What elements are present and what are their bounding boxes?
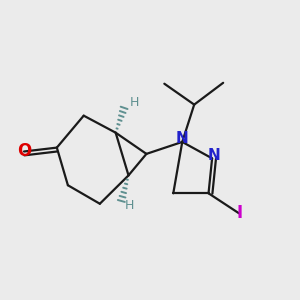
Text: I: I	[237, 204, 243, 222]
Text: H: H	[124, 199, 134, 212]
Text: N: N	[176, 131, 189, 146]
Text: O: O	[17, 142, 31, 160]
Text: N: N	[207, 148, 220, 164]
Text: H: H	[130, 96, 139, 109]
